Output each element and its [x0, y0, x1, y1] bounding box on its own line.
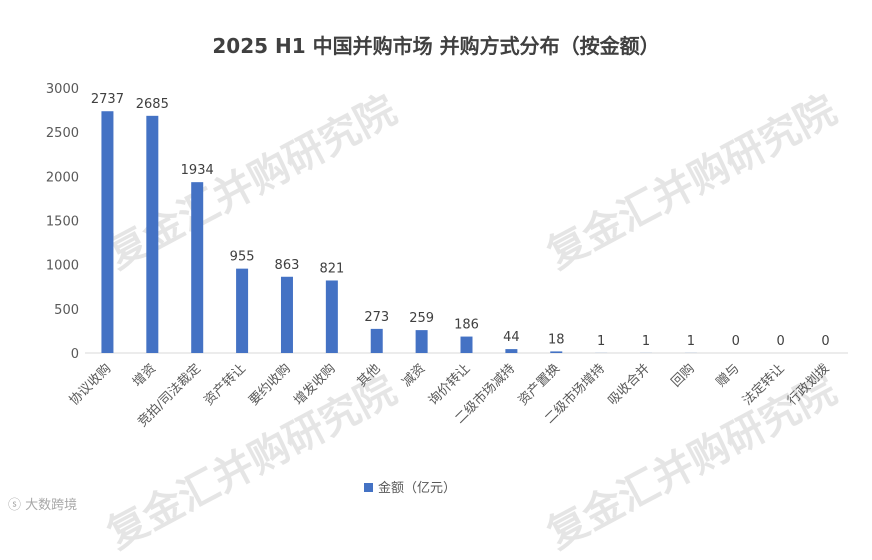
x-tick-label: 行政划拨 — [785, 361, 832, 408]
bar — [416, 330, 428, 353]
x-tick-label: 要约收购 — [246, 361, 294, 409]
y-tick-label: 3000 — [46, 82, 79, 97]
x-tick-label: 赠与 — [714, 361, 743, 390]
y-tick-label: 500 — [54, 303, 79, 318]
data-label: 2685 — [136, 97, 169, 112]
data-label: 44 — [503, 330, 520, 345]
logo-icon: ⓢ — [8, 498, 25, 513]
y-tick-label: 1500 — [46, 215, 79, 230]
x-tick-label: 增资 — [130, 361, 159, 390]
bar — [146, 116, 158, 353]
data-label: 0 — [777, 334, 785, 349]
y-tick-label: 2500 — [46, 126, 79, 141]
data-label: 18 — [548, 332, 565, 347]
bar — [371, 329, 383, 353]
x-tick-label: 协议收购 — [66, 361, 114, 409]
data-label: 1 — [597, 334, 605, 349]
x-tick-label: 法定转让 — [740, 361, 787, 408]
data-label: 1934 — [181, 163, 214, 178]
y-tick-label: 0 — [71, 347, 79, 362]
bar-chart: 0500100015002000250030002737协议收购2685增资19… — [0, 0, 872, 519]
data-label: 955 — [230, 250, 255, 265]
data-label: 2737 — [91, 92, 124, 107]
bar — [101, 111, 113, 353]
x-tick-label: 增发收购 — [291, 361, 339, 409]
data-label: 273 — [364, 310, 389, 325]
data-label: 821 — [319, 261, 344, 276]
bar — [236, 269, 248, 353]
data-label: 1 — [687, 334, 695, 349]
x-tick-label: 回购 — [668, 361, 698, 391]
y-tick-label: 1000 — [46, 259, 79, 274]
bar — [505, 349, 517, 353]
corner-logo: ⓢ 大数跨境 — [8, 494, 77, 513]
legend-label: 金额（亿元） — [378, 480, 456, 496]
data-label: 863 — [275, 258, 300, 273]
y-tick-label: 2000 — [46, 170, 79, 185]
corner-logo-text: 大数跨境 — [25, 498, 77, 513]
bar — [281, 277, 293, 353]
bar — [326, 280, 338, 353]
x-tick-label: 资产转让 — [202, 361, 249, 408]
bar — [461, 337, 473, 353]
data-label: 0 — [821, 334, 829, 349]
chart-root: 2025 H1 中国并购市场 并购方式分布（按金额） 复金汇并购研究院 复金汇并… — [0, 0, 872, 519]
bar — [191, 182, 203, 353]
data-label: 0 — [732, 334, 740, 349]
x-tick-label: 减资 — [399, 361, 428, 390]
data-label: 259 — [409, 311, 434, 326]
x-tick-label: 吸收合并 — [605, 361, 652, 408]
data-label: 1 — [642, 334, 650, 349]
data-label: 186 — [454, 318, 479, 333]
bar — [550, 351, 562, 353]
legend-swatch — [364, 483, 373, 492]
x-tick-label: 其他 — [355, 361, 384, 390]
